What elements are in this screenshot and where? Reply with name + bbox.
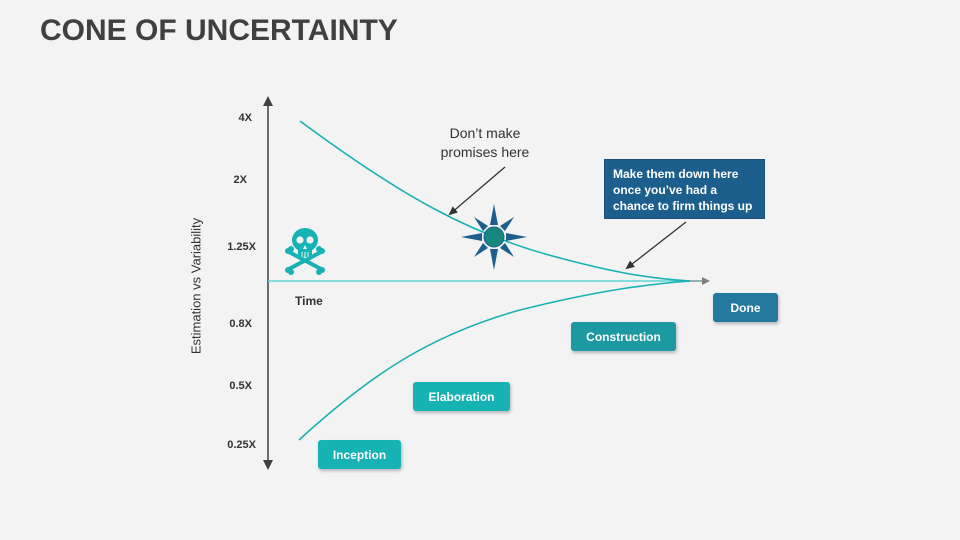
y-tick-4x: 4X [238,112,252,124]
callout-line-3: chance to firm things up [613,199,753,213]
compass-star-icon [461,204,527,270]
callout-line-1: Make them down here [613,167,739,181]
x-axis-label: Time [295,294,323,308]
skull-crossbones-icon [285,228,325,275]
phase-inception: Inception [318,440,401,469]
y-axis-title: Estimation vs Variability [188,217,204,355]
y-tick-2x: 2X [233,174,247,186]
y-tick-1-25x: 1.25X [227,241,256,253]
y-tick-0-8x: 0.8X [229,318,252,330]
annotation-note: Don’t make promises here [440,125,530,160]
phase-elaboration: Elaboration [413,382,510,411]
callout-box: Make them down here once you’ve had a ch… [604,159,765,219]
callout-line-2: once you’ve had a [613,183,718,197]
page-title: CONE OF UNCERTAINTY [40,14,398,47]
upper-cone-curve [299,120,691,282]
phase-done: Done [713,293,778,322]
callout-arrow [625,221,687,270]
note-arrow [448,166,506,216]
phase-construction: Construction [571,322,676,351]
y-axis [263,96,273,470]
lower-cone-curve [298,280,691,441]
y-tick-0-25x: 0.25X [227,439,256,451]
y-tick-0-5x: 0.5X [229,380,252,392]
